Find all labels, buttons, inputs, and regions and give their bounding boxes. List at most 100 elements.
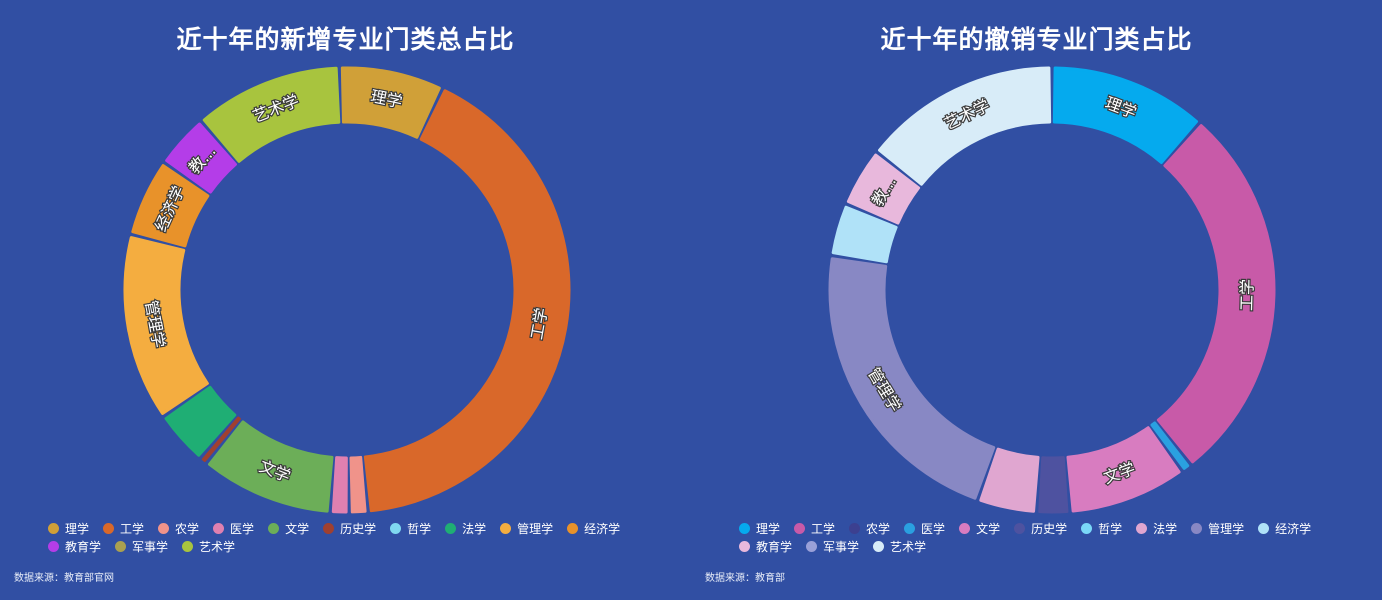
legend-item[interactable]: 艺术学 <box>182 538 235 556</box>
slice-工学[interactable] <box>363 89 571 513</box>
legend-label: 文学 <box>976 522 1001 536</box>
data-source: 数据来源：教育部 <box>705 573 785 584</box>
legend-swatch <box>794 523 806 534</box>
slice-历史学[interactable] <box>1038 456 1069 514</box>
slice-历史学[interactable] <box>201 416 241 462</box>
slice-管理学[interactable] <box>828 257 996 500</box>
legend-item[interactable]: 军事学 <box>115 538 168 556</box>
legend-item[interactable]: 文学 <box>959 520 1000 538</box>
legend-item[interactable]: 理学 <box>739 520 780 538</box>
slice-经济学[interactable] <box>131 164 210 248</box>
legend-label: 法学 <box>462 522 487 536</box>
legend-item[interactable]: 教育学 <box>739 538 792 556</box>
slice-工学[interactable] <box>1156 124 1276 464</box>
legend-swatch <box>567 523 579 534</box>
legend-label: 医学 <box>921 522 946 536</box>
legend-item[interactable]: 经济学 <box>1258 520 1311 538</box>
slice-文学[interactable] <box>1066 426 1181 513</box>
legend-item[interactable]: 法学 <box>1136 520 1177 538</box>
data-source: 数据来源：教育部官网 <box>14 573 114 584</box>
slice-文学[interactable] <box>208 420 334 513</box>
legend-swatch <box>103 523 115 534</box>
legend-label: 历史学 <box>1031 522 1068 536</box>
left-chart-panel: 近十年的新增专业门类总占比 理学 工学 文学 管理学 经济学 教... 艺术学 理学 工学 农学… <box>14 25 668 584</box>
legend-swatch <box>849 523 861 534</box>
slice-艺术学[interactable] <box>878 66 1052 186</box>
legend-label: 管理学 <box>517 522 554 536</box>
slice-教育学[interactable] <box>165 122 237 194</box>
legend-label: 哲学 <box>407 522 432 536</box>
legend-label: 教育学 <box>65 540 102 554</box>
legend-item[interactable]: 工学 <box>794 520 835 538</box>
legend-item[interactable]: 农学 <box>158 520 199 538</box>
legend-swatch <box>213 523 225 534</box>
legend-label: 农学 <box>866 522 891 536</box>
legend-swatch <box>1081 523 1093 534</box>
legend-item[interactable]: 工学 <box>103 520 144 538</box>
slice-理学[interactable] <box>340 66 441 139</box>
legend-item[interactable]: 哲学 <box>390 520 431 538</box>
legend-label: 艺术学 <box>199 540 236 554</box>
legend-label: 理学 <box>65 522 90 536</box>
slice-法学[interactable] <box>979 447 1040 513</box>
slice-label: 工学 <box>1237 279 1257 311</box>
legend-item[interactable]: 哲学 <box>1081 520 1122 538</box>
legend-label: 管理学 <box>1208 522 1245 536</box>
legend-label: 医学 <box>230 522 255 536</box>
legend: 理学 工学 农学 医学 文学 历史学 哲学 法学 管理学 经济学教育学 军事学 艺术学 <box>48 520 668 556</box>
legend-swatch <box>115 541 127 552</box>
chart-title: 近十年的撤销专业门类占比 <box>880 25 1193 54</box>
legend-swatch <box>873 541 885 552</box>
legend-item[interactable]: 医学 <box>904 520 945 538</box>
legend-item[interactable]: 管理学 <box>500 520 553 538</box>
slice-教育学[interactable] <box>846 153 921 225</box>
right-chart-panel: 近十年的撤销专业门类占比 理学 工学 文学 管理学 教... 艺术学 理学 工学 农学 医学 文学… <box>691 0 1382 600</box>
legend-item[interactable]: 农学 <box>849 520 890 538</box>
legend-label: 军事学 <box>132 540 169 554</box>
legend-label: 艺术学 <box>890 540 927 554</box>
legend-item[interactable]: 历史学 <box>323 520 376 538</box>
legend-label: 工学 <box>811 522 836 536</box>
legend-item[interactable]: 历史学 <box>1014 520 1067 538</box>
legend-item[interactable]: 文学 <box>268 520 309 538</box>
slice-理学[interactable] <box>1052 66 1199 164</box>
legend-label: 教育学 <box>756 540 793 554</box>
slice-农学[interactable] <box>349 455 367 514</box>
slice-艺术学[interactable] <box>202 66 341 163</box>
legend-item[interactable]: 医学 <box>213 520 254 538</box>
chart-title: 近十年的新增专业门类总占比 <box>176 25 515 54</box>
legend-label: 历史学 <box>340 522 377 536</box>
legend-swatch <box>48 541 59 552</box>
legend-label: 工学 <box>120 522 145 536</box>
legend-label: 经济学 <box>1275 522 1312 536</box>
legend-swatch <box>48 523 59 534</box>
legend-item[interactable]: 军事学 <box>806 538 859 556</box>
legend-item[interactable]: 法学 <box>445 520 486 538</box>
slice-法学[interactable] <box>164 385 237 457</box>
slice-医学[interactable] <box>1150 421 1190 470</box>
legend-label: 农学 <box>175 522 200 536</box>
legend-swatch <box>158 523 170 534</box>
legend-swatch <box>323 523 335 534</box>
legend-item[interactable]: 理学 <box>48 520 89 538</box>
legend-swatch <box>1136 523 1148 534</box>
slice-医学[interactable] <box>331 456 348 514</box>
legend-label: 经济学 <box>584 522 621 536</box>
legend-label: 军事学 <box>823 540 860 554</box>
legend-swatch <box>959 523 971 534</box>
legend-item[interactable]: 管理学 <box>1191 520 1244 538</box>
legend-swatch <box>739 541 750 552</box>
slice-管理学[interactable] <box>123 236 209 415</box>
legend-swatch <box>445 523 457 534</box>
legend-swatch <box>739 523 750 534</box>
legend-swatch <box>1258 523 1270 534</box>
legend-item[interactable]: 艺术学 <box>873 538 926 556</box>
legend-label: 理学 <box>756 522 781 536</box>
slice-经济学[interactable] <box>831 205 898 264</box>
legend-item[interactable]: 经济学 <box>567 520 620 538</box>
legend-item[interactable]: 教育学 <box>48 538 101 556</box>
legend-label: 法学 <box>1153 522 1178 536</box>
legend-swatch <box>268 523 280 534</box>
